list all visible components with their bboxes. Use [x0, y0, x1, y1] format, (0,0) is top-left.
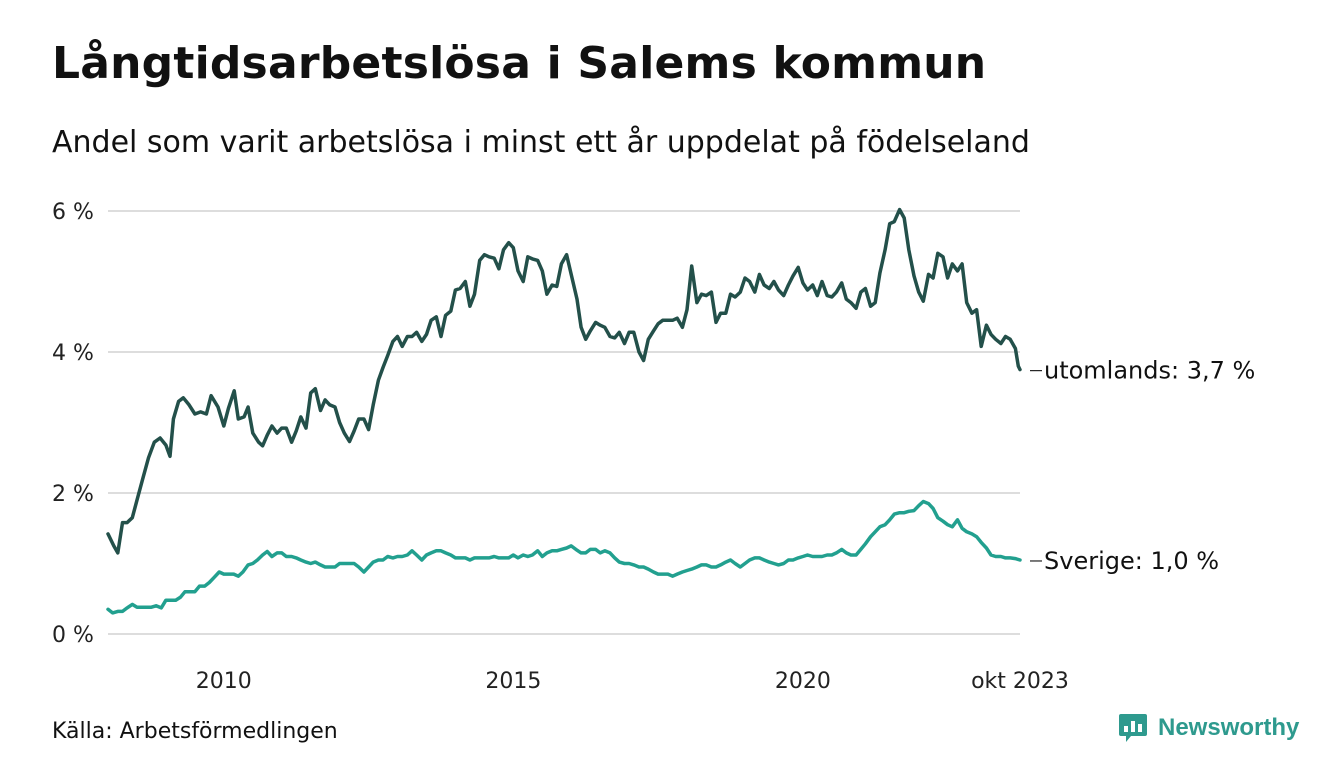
newsworthy-logo-icon: [1119, 714, 1147, 742]
series-layer: [106, 207, 1022, 615]
y-tick-label: 4 %: [52, 341, 94, 366]
page-subtitle: Andel som varit arbetslösa i minst ett å…: [52, 125, 1030, 160]
brand-logo: Newsworthy: [1118, 712, 1299, 744]
x-tick-label: 2015: [485, 669, 541, 694]
x-tick-label: 2020: [775, 669, 831, 694]
grid-layer: [108, 210, 1020, 635]
x-tick-label: okt 2023: [971, 669, 1069, 694]
y-axis-labels: 0 % 2 % 4 % 6 %: [52, 200, 94, 648]
brand-name: Newsworthy: [1158, 714, 1300, 741]
series-end-labels: utomlands: 3,7 % Sverige: 1,0 %: [1030, 357, 1255, 575]
series-label-sverige: Sverige: 1,0 %: [1044, 547, 1219, 575]
y-tick-label: 6 %: [52, 200, 94, 225]
y-tick-label: 2 %: [52, 482, 94, 507]
x-axis-labels: 2010 2015 2020 okt 2023: [196, 669, 1069, 694]
y-tick-label: 0 %: [52, 623, 94, 648]
source-note: Källa: Arbetsförmedlingen: [52, 719, 338, 744]
series-line-sverige: [106, 499, 1022, 615]
page-title: Långtidsarbetslösa i Salems kommun: [52, 38, 987, 89]
x-tick-label: 2010: [196, 669, 252, 694]
series-label-utomlands: utomlands: 3,7 %: [1044, 357, 1255, 385]
series-line-utomlands: [106, 207, 1022, 555]
